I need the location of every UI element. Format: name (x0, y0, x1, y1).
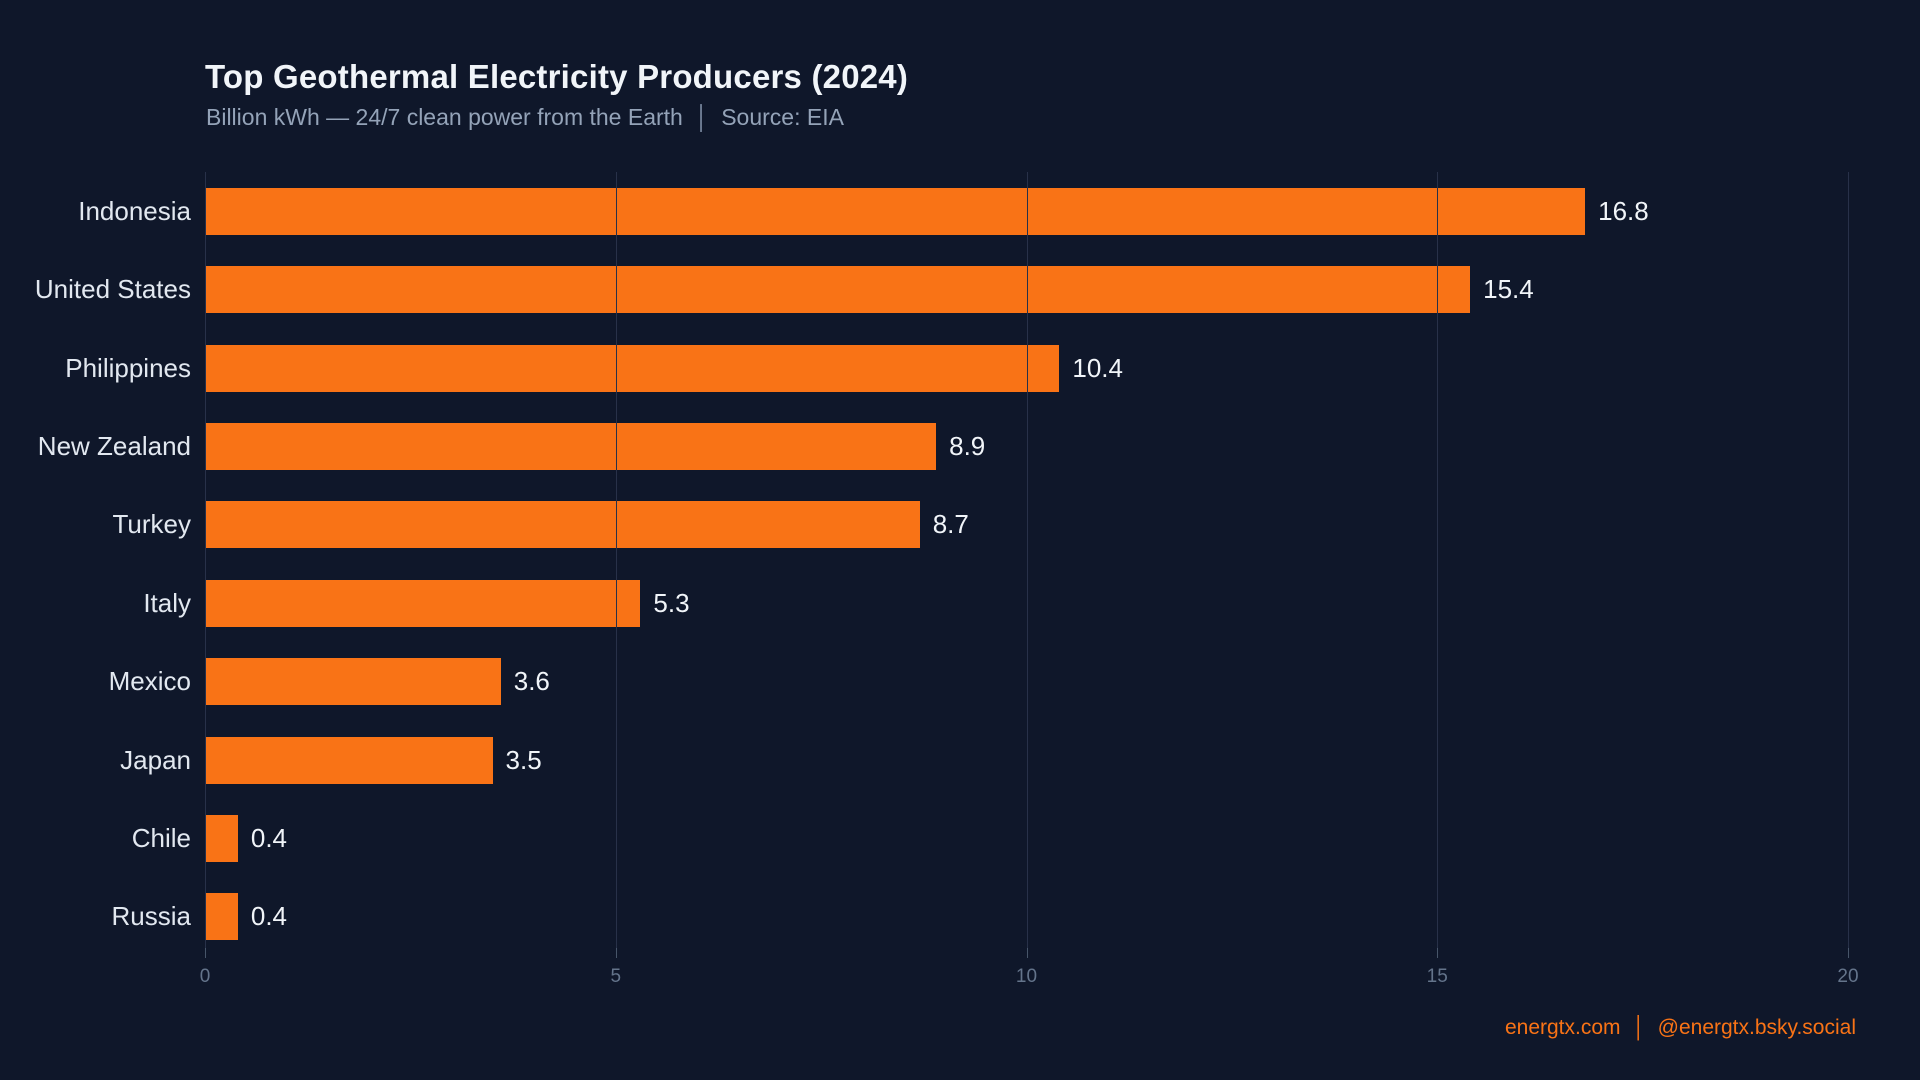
category-label: New Zealand (37, 430, 191, 461)
bar-track: 3.5 (205, 721, 1848, 799)
category-label: Philippines (65, 352, 191, 383)
value-label: 16.8 (1598, 195, 1649, 226)
x-tick-mark-10 (1026, 948, 1028, 958)
bar-chile (205, 814, 238, 862)
subtitle-separator: │ (694, 104, 710, 130)
footer-site: energtx.com (1504, 1016, 1621, 1039)
gridline-x-20 (1848, 172, 1849, 956)
subtitle-source: Source: EIA (721, 104, 844, 130)
bar-track: 10.4 (205, 329, 1848, 407)
chart-row-italy: Italy 5.3 (143, 564, 1848, 642)
chart-row-chile: Chile 0.4 (132, 799, 1848, 877)
value-label: 0.4 (250, 901, 288, 932)
footer-separator: │ (1632, 1016, 1646, 1039)
bar-indonesia (205, 187, 1586, 235)
footer-attribution: energtx.com │ @energtx.bsky.social (1505, 1016, 1856, 1040)
bar-chart-plot-area: Indonesia 16.8 United States 15.4 Philippine… (35, 172, 1849, 958)
category-label: Japan (120, 744, 191, 775)
x-axis: 0 5 10 15 20 (200, 956, 1859, 996)
chart-row-russia: Russia 0.4 (112, 878, 1848, 956)
chart-row-mexico: Mexico 3.6 (109, 642, 1848, 720)
value-label: 8.7 (932, 509, 969, 540)
bar-track: 0.4 (205, 878, 1848, 956)
bar-russia (205, 893, 238, 941)
bar-track: 5.3 (205, 564, 1848, 642)
bar-philippines (205, 344, 1060, 392)
chart-row-japan: Japan 3.5 (120, 721, 1848, 799)
bar-turkey (205, 501, 920, 549)
footer-handle: @energtx.bsky.social (1657, 1016, 1856, 1039)
x-tick-mark-5 (615, 948, 617, 958)
gridline-x-5 (615, 172, 617, 956)
x-tick-label-15: 15 (1426, 966, 1448, 987)
chart-row-united-states: United States 15.4 (35, 250, 1848, 328)
chart-row-turkey: Turkey 8.7 (113, 486, 1848, 564)
gridline-x-15 (1437, 172, 1439, 956)
x-tick-label-20: 20 (1837, 966, 1859, 987)
category-label: Mexico (108, 666, 191, 697)
gridline-x-0 (205, 172, 206, 956)
x-tick-mark-20 (1848, 948, 1849, 958)
category-label: Turkey (112, 509, 192, 540)
category-label: Indonesia (78, 195, 191, 226)
value-label: 0.4 (250, 822, 288, 853)
chart-title: Top Geothermal Electricity Producers (20… (205, 58, 909, 95)
bar-track: 3.6 (205, 642, 1848, 720)
category-label: Italy (143, 587, 191, 618)
bar-japan (205, 736, 493, 784)
chart-row-indonesia: Indonesia 16.8 (78, 172, 1848, 250)
x-tick-label-0: 0 (199, 966, 211, 987)
value-label: 8.9 (949, 430, 986, 461)
value-label: 3.6 (513, 666, 550, 697)
chart-row-philippines: Philippines 10.4 (65, 329, 1848, 407)
x-tick-label-5: 5 (610, 966, 622, 987)
bar-rows: Indonesia 16.8 United States 15.4 Philippine… (35, 172, 1848, 956)
value-label: 15.4 (1483, 274, 1534, 305)
bar-track: 8.7 (205, 486, 1848, 564)
category-label: Chile (131, 822, 191, 853)
category-label: United States (34, 274, 191, 305)
category-label: Russia (111, 901, 191, 932)
chart-row-new-zealand: New Zealand 8.9 (38, 407, 1848, 485)
value-label: 5.3 (653, 587, 690, 618)
chart-subtitle: Billion kWh — 24/7 clean power from the … (206, 104, 844, 131)
bar-mexico (205, 658, 501, 706)
value-label: 3.5 (505, 744, 542, 775)
bar-united-states (205, 266, 1471, 314)
bar-track: 16.8 (205, 172, 1848, 250)
x-tick-label-10: 10 (1015, 966, 1038, 987)
gridline-x-10 (1026, 172, 1028, 956)
bar-track: 8.9 (205, 407, 1848, 485)
bar-new-zealand (205, 422, 937, 470)
subtitle-measure: Billion kWh — 24/7 clean power from the … (206, 104, 683, 130)
bar-track: 15.4 (205, 250, 1848, 328)
x-tick-mark-0 (205, 948, 206, 958)
x-tick-mark-15 (1437, 948, 1439, 958)
value-label: 10.4 (1072, 352, 1123, 383)
bar-italy (205, 579, 641, 627)
bar-track: 0.4 (205, 799, 1848, 877)
